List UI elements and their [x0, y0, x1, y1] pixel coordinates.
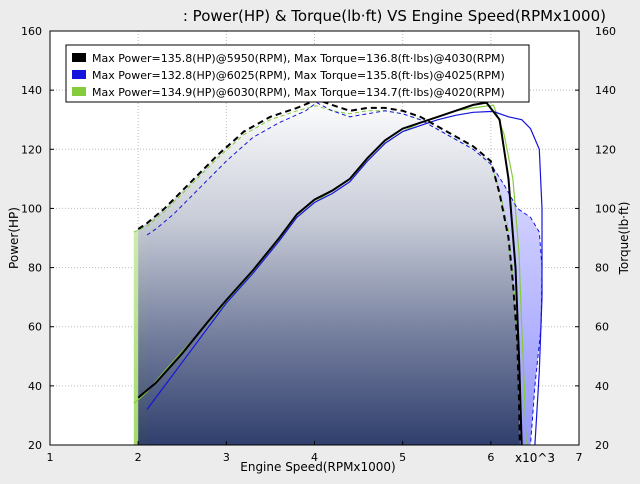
y-axis-label-left: Power(HP) — [7, 207, 21, 269]
y-tick-label-right: 160 — [595, 25, 616, 38]
legend-swatch — [72, 70, 86, 79]
legend-entry: Max Power=132.8(HP)@6025(RPM), Max Torqu… — [92, 69, 505, 82]
legend-swatch — [72, 53, 86, 62]
series-lines — [133, 98, 543, 445]
series-areas — [133, 99, 542, 445]
y-axis-label-right: Torque(lb·ft) — [617, 202, 631, 276]
x-tick-label: 2 — [135, 451, 142, 464]
x-tick-label: 3 — [223, 451, 230, 464]
x-tick-label: 1 — [47, 451, 54, 464]
y-tick-label-right: 140 — [595, 84, 616, 97]
y-tick-label-left: 40 — [28, 380, 42, 393]
y-tick-label-left: 100 — [21, 202, 42, 215]
y-tick-label-right: 60 — [595, 321, 609, 334]
x-tick-label: 5 — [399, 451, 406, 464]
torque-area-0 — [138, 99, 520, 445]
torque-line-1 — [146, 102, 543, 445]
x-tick-label: 4 — [311, 451, 318, 464]
torque-line-2 — [133, 105, 523, 445]
x-tick-label: 7 — [576, 451, 583, 464]
torque-line-0 — [137, 98, 521, 445]
x-multiplier-label: x10^3 — [515, 451, 555, 465]
y-tick-label-left: 120 — [21, 143, 42, 156]
y-tick-label-right: 80 — [595, 262, 609, 275]
x-axis-label: Engine Speed(RPMx1000) — [240, 460, 396, 474]
chart-title: : Power(HP) & Torque(lb·ft) VS Engine Sp… — [183, 7, 606, 25]
y-tick-label-right: 40 — [595, 380, 609, 393]
y-tick-label-left: 160 — [21, 25, 42, 38]
power-line-0 — [137, 101, 523, 445]
y-tick-label-left: 20 — [28, 439, 42, 452]
legend: Max Power=135.8(HP)@5950(RPM), Max Torqu… — [65, 44, 530, 103]
legend-entry: Max Power=134.9(HP)@6030(RPM), Max Torqu… — [92, 86, 505, 99]
y-tick-label-left: 140 — [21, 84, 42, 97]
x-tick-label: 6 — [487, 451, 494, 464]
axis-ticks: 1 2 3 4 5 6 7 20 20 40 40 60 60 80 80 100 100 120 120 140 14… — [21, 25, 616, 464]
legend-entry: Max Power=135.8(HP)@5950(RPM), Max Torqu… — [92, 52, 505, 65]
y-tick-label-right: 100 — [595, 202, 616, 215]
legend-box — [65, 44, 530, 103]
legend-swatch — [72, 87, 86, 96]
y-tick-label-left: 80 — [28, 262, 42, 275]
y-tick-label-right: 120 — [595, 143, 616, 156]
y-tick-label-left: 60 — [28, 321, 42, 334]
y-tick-label-right: 20 — [595, 439, 609, 452]
power-line-1 — [146, 110, 543, 445]
